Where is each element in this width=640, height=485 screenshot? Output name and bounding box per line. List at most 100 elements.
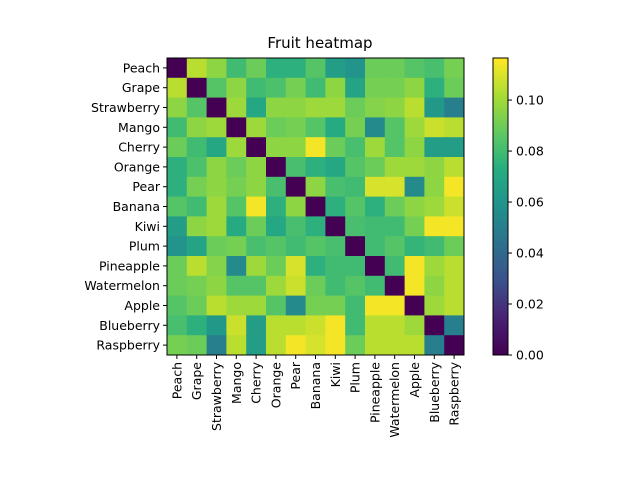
colorbar-segment xyxy=(493,322,508,326)
colorbar-segment xyxy=(493,105,508,109)
heatmap-cell xyxy=(305,275,326,296)
heatmap-cell xyxy=(266,117,287,138)
heatmap-cell xyxy=(345,335,366,356)
heatmap-cell xyxy=(305,335,326,356)
heatmap-cell xyxy=(285,236,306,257)
colorbar-segment xyxy=(493,224,508,228)
colorbar-segment xyxy=(493,274,508,279)
x-tick-label: Banana xyxy=(308,362,323,409)
x-tick-label: Apple xyxy=(407,362,422,398)
heatmap-cell xyxy=(305,176,326,197)
colorbar-segment xyxy=(493,212,508,216)
heatmap-cell xyxy=(226,295,247,316)
colorbar-segment xyxy=(493,215,508,219)
heatmap-cell xyxy=(325,117,346,138)
heatmap-cell xyxy=(345,137,366,158)
colorbar-segment xyxy=(493,233,508,237)
colorbar-tick-label: 0.00 xyxy=(516,348,544,363)
heatmap-cell xyxy=(226,315,247,336)
x-tick-label: Strawberry xyxy=(209,361,224,431)
colorbar-segment xyxy=(493,150,508,154)
heatmap-cell xyxy=(365,97,386,118)
heatmap-cell xyxy=(226,117,247,138)
heatmap-cell xyxy=(167,275,188,296)
colorbar-segment xyxy=(493,153,508,157)
x-tick-label: Mango xyxy=(229,362,244,404)
heatmap-cell xyxy=(167,315,188,336)
heatmap-cell xyxy=(345,117,366,138)
heatmap-cell xyxy=(186,117,207,138)
y-axis-tick-labels: Peach Grape Strawberry Mango Cherry Orange Pea… xyxy=(84,60,167,353)
heatmap-cell xyxy=(167,216,188,237)
heatmap-cell xyxy=(167,176,188,197)
heatmap-cell xyxy=(167,58,188,79)
heatmap-cell xyxy=(424,196,445,217)
heatmap-cell xyxy=(305,216,326,237)
x-tick-label: Plum xyxy=(348,362,363,393)
heatmap-cell xyxy=(384,315,405,336)
heatmap-cell xyxy=(186,315,207,336)
colorbar-segment xyxy=(493,93,508,98)
heatmap-cell xyxy=(365,216,386,237)
heatmap-cell xyxy=(206,97,227,118)
y-tick-label: Peach xyxy=(123,60,160,75)
colorbar-segment xyxy=(493,262,508,267)
y-tick-label: Strawberry xyxy=(91,100,161,115)
heatmap-cell xyxy=(246,315,267,336)
heatmap-cell xyxy=(246,137,267,158)
x-tick-label: Pear xyxy=(288,361,303,389)
colorbar-segment xyxy=(493,331,508,335)
colorbar-segment xyxy=(493,292,508,297)
colorbar-segment xyxy=(493,203,508,207)
heatmap-cell xyxy=(325,335,346,356)
heatmap-cell xyxy=(186,97,207,118)
heatmap-cell xyxy=(305,236,326,257)
colorbar-segment xyxy=(493,170,508,175)
heatmap-cell xyxy=(206,216,227,237)
heatmap-cell xyxy=(285,77,306,98)
colorbar-segment xyxy=(493,289,508,294)
colorbar-segment xyxy=(493,147,508,151)
heatmap-cell xyxy=(246,335,267,356)
chart-title: Fruit heatmap xyxy=(267,34,372,52)
colorbar-segment xyxy=(493,129,508,133)
y-tick-label: Plum xyxy=(129,239,160,254)
heatmap-cell xyxy=(285,295,306,316)
heatmap-cell xyxy=(206,256,227,277)
heatmap-cell xyxy=(404,137,425,158)
heatmap-cell xyxy=(404,58,425,79)
colorbar-segment xyxy=(493,197,508,202)
colorbar-segment xyxy=(493,194,508,199)
heatmap-cell xyxy=(285,216,306,237)
colorbar-segment xyxy=(493,316,508,320)
colorbar-segment xyxy=(493,254,508,258)
heatmap-cell xyxy=(186,157,207,178)
heatmap-cell xyxy=(365,256,386,277)
heatmap-cell xyxy=(424,117,445,138)
x-axis-tick-labels: Peach Grape Strawberry Mango Cherry Orange Pea… xyxy=(169,355,462,438)
heatmap-cell xyxy=(226,196,247,217)
x-tick-label: Cherry xyxy=(249,361,264,403)
heatmap-cell xyxy=(305,196,326,217)
heatmap-cell xyxy=(206,236,227,257)
heatmap-cell xyxy=(226,236,247,257)
heatmap-cell xyxy=(206,295,227,316)
heatmap-cell xyxy=(206,117,227,138)
heatmap-cell xyxy=(384,58,405,79)
colorbar-frame xyxy=(492,57,509,356)
heatmap-cell xyxy=(167,137,188,158)
heatmap-cell xyxy=(167,256,188,277)
heatmap-cell xyxy=(345,315,366,336)
heatmap-cell xyxy=(266,335,287,356)
heatmap-cell xyxy=(404,176,425,197)
heatmap-cell xyxy=(186,275,207,296)
heatmap-cell xyxy=(186,58,207,79)
colorbar-segment xyxy=(493,60,508,65)
colorbar-tick-label: 0.04 xyxy=(516,246,544,261)
heatmap-cell xyxy=(167,335,188,356)
y-tick-label: Pear xyxy=(132,179,160,194)
heatmap-cell xyxy=(444,275,465,296)
colorbar-segment xyxy=(493,227,508,231)
colorbar-segment xyxy=(493,158,508,163)
colorbar-segment xyxy=(493,63,508,68)
